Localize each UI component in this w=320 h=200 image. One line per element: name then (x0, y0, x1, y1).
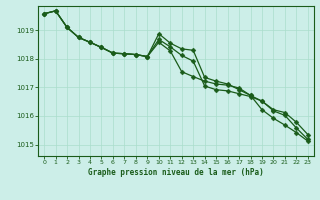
X-axis label: Graphe pression niveau de la mer (hPa): Graphe pression niveau de la mer (hPa) (88, 168, 264, 177)
